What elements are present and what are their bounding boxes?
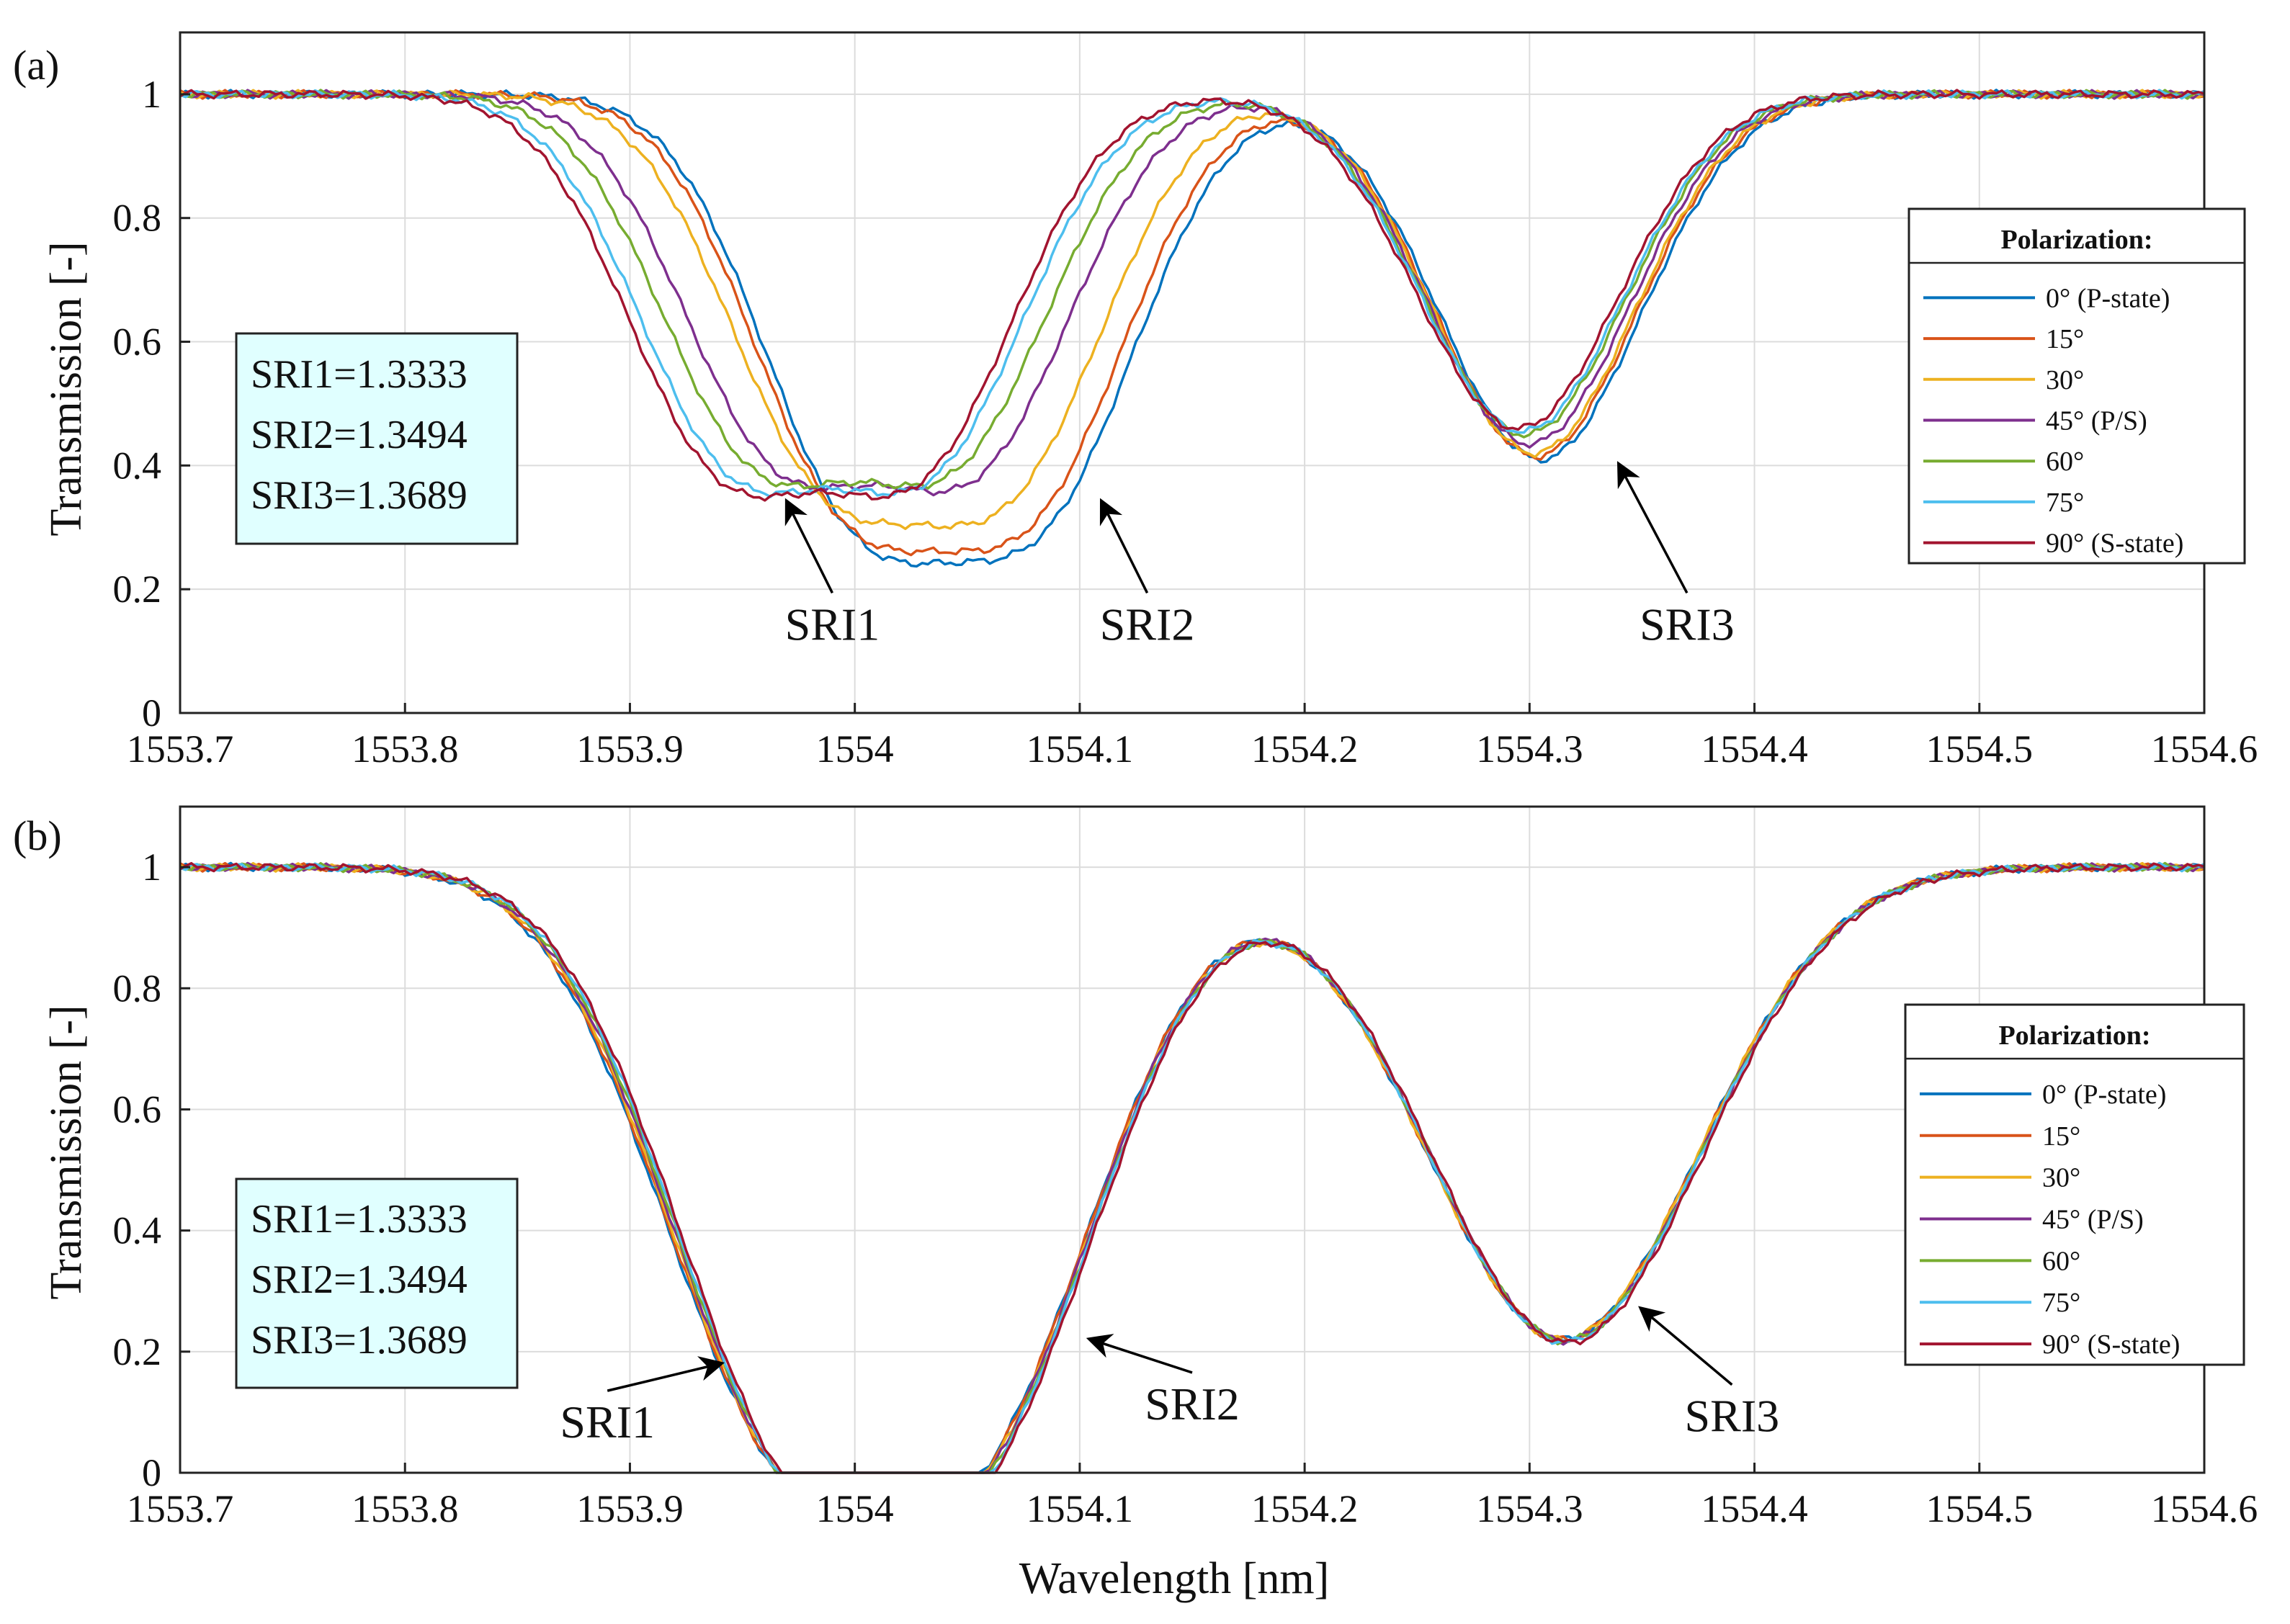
y-tick-label: 0.6 [113,1087,162,1131]
legend-label: 90° (S-state) [2042,1329,2180,1360]
y-tick-label: 1 [142,845,161,889]
x-tick-label: 1554.3 [1476,727,1583,771]
x-tick-label: 1554.1 [1027,727,1134,771]
x-tick-label: 1554.5 [1926,727,2034,771]
legend-label: 75° [2042,1288,2080,1318]
annotation-arrow [1086,1334,1193,1374]
info-line: SRI3=1.3689 [251,1318,468,1363]
x-tick-label: 1554.6 [2151,1487,2258,1530]
panel-label-b: (b) [13,812,62,859]
legend-label: 0° (P-state) [2042,1080,2166,1110]
info-line: SRI3=1.3689 [251,473,468,518]
series-line-6 [179,89,2205,502]
x-ticks-b: 1553.7 1553.8 1553.9 1554 1554.1 1554.2 1554.3… [127,1463,2258,1530]
chart-panel-b: (b) Transmission [-] 0 0.2 0.4 0.6 0.8 1 1553… [13,805,2258,1530]
x-tick-label: 1554.5 [1926,1487,2034,1530]
annotation-label: SRI3 [1640,598,1735,650]
panel-label-a: (a) [13,42,59,89]
x-tick-label: 1554.3 [1476,1487,1583,1530]
legend-title: Polarization: [1998,1020,2150,1051]
info-line: SRI2=1.3494 [251,1257,468,1302]
y-tick-label: 0.2 [113,567,162,611]
y-tick-label: 0.6 [113,320,162,364]
annotations-a: SRI1 SRI2 SRI3 [784,461,1735,650]
x-tick-label: 1554.4 [1701,1487,1808,1530]
y-axis-label-b: Transmission [-] [42,1005,91,1299]
legend-label: 60° [2042,1246,2080,1276]
info-line: SRI2=1.3494 [251,413,468,457]
info-line: SRI1=1.3333 [251,1197,468,1242]
annotation-label: SRI1 [560,1396,655,1448]
series-line-2 [179,89,2205,531]
y-axis-label-a: Transmission [-] [42,241,91,536]
y-tick-label: 1 [142,73,161,116]
legend-label: 90° (S-state) [2046,529,2183,559]
legend-label: 30° [2042,1163,2080,1193]
y-ticks-a: 0 0.2 0.4 0.6 0.8 1 [113,73,190,735]
annotation-arrow [1616,461,1689,594]
annotation-label: SRI1 [785,598,880,650]
x-ticks-a: 1553.7 1553.8 1553.9 1554 1554.1 1554.2 1554.3… [127,703,2258,771]
x-tick-label: 1553.8 [352,1487,459,1530]
series-line-6 [179,861,2205,1474]
annotation-arrow [1638,1306,1733,1386]
legend-label: 0° (P-state) [2046,283,2170,313]
y-tick-label: 0.4 [113,1209,162,1252]
series-line-4 [179,89,2204,490]
annotation-label: SRI2 [1145,1378,1240,1430]
legend-box [1907,207,2246,565]
x-tick-label: 1554 [816,1487,894,1530]
y-tick-label: 0.2 [113,1330,162,1373]
x-tick-label: 1553.9 [576,727,684,771]
y-ticks-b: 0 0.2 0.4 0.6 0.8 1 [113,845,190,1494]
y-tick-label: 0 [142,1451,161,1494]
y-tick-label: 0.8 [113,966,162,1010]
legend-label: 30° [2046,365,2084,395]
x-tick-label: 1554 [816,727,894,771]
series-group-b [179,861,2206,1474]
annotation-arrow [784,498,834,594]
x-tick-label: 1554.2 [1251,1487,1359,1530]
y-tick-label: 0 [142,691,161,735]
x-tick-label: 1553.8 [352,727,459,771]
legend-label: 45° (P/S) [2042,1205,2144,1235]
annotations-b: SRI1 SRI2 SRI3 [560,1306,1780,1448]
annotation-arrow [607,1356,725,1392]
x-tick-label: 1553.7 [127,1487,234,1530]
legend-label: 45° (P/S) [2046,406,2147,436]
y-tick-label: 0.4 [113,444,162,487]
x-tick-label: 1554.1 [1027,1487,1134,1530]
info-box-b: SRI1=1.3333 SRI2=1.3494 SRI3=1.3689 [235,1177,519,1389]
legend-label: 15° [2046,324,2084,354]
annotation-arrow [1099,498,1149,594]
x-tick-label: 1553.7 [127,727,234,771]
legend-title: Polarization: [2000,225,2152,255]
x-axis-label: Wavelength [nm] [1019,1554,1330,1603]
legend-b: Polarization: 0° (P-state) 15° 30° 45° (P/S)… [1904,1003,2245,1366]
x-tick-label: 1554.4 [1701,727,1808,771]
annotation-label: SRI2 [1100,598,1195,650]
y-tick-label: 0.8 [113,197,162,240]
legend-box [1904,1003,2245,1366]
chart-panel-a: (a) Transmission [-] 0 0.2 0.4 0.6 0.8 1 1553… [13,31,2258,771]
info-line: SRI1=1.3333 [251,352,468,397]
annotation-label: SRI3 [1685,1391,1780,1442]
info-box-a: SRI1=1.3333 SRI2=1.3494 SRI3=1.3689 [235,332,519,545]
legend-a: Polarization: 0° (P-state) 15° 30° 45° (P/S)… [1907,207,2246,565]
legend-label: 15° [2042,1121,2080,1152]
series-group-a [179,89,2206,568]
legend-label: 75° [2046,488,2084,518]
x-tick-label: 1554.2 [1251,727,1359,771]
legend-label: 60° [2046,447,2084,477]
x-tick-label: 1554.6 [2151,727,2258,771]
x-tick-label: 1553.9 [576,1487,684,1530]
